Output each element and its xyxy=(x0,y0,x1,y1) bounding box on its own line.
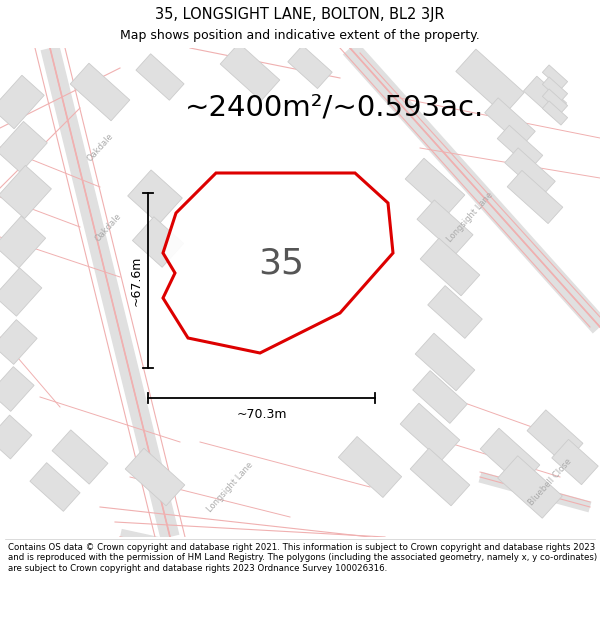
Polygon shape xyxy=(0,121,47,172)
Text: 35, LONGSIGHT LANE, BOLTON, BL2 3JR: 35, LONGSIGHT LANE, BOLTON, BL2 3JR xyxy=(155,8,445,22)
Polygon shape xyxy=(420,238,480,296)
Polygon shape xyxy=(30,462,80,511)
Polygon shape xyxy=(133,217,184,268)
Polygon shape xyxy=(70,63,130,121)
Polygon shape xyxy=(0,75,44,129)
Text: 35: 35 xyxy=(258,246,304,280)
Polygon shape xyxy=(136,54,184,100)
Polygon shape xyxy=(0,268,42,316)
Polygon shape xyxy=(0,166,52,219)
Polygon shape xyxy=(0,415,32,459)
Text: Longsight Lane: Longsight Lane xyxy=(205,460,255,514)
Text: Map shows position and indicative extent of the property.: Map shows position and indicative extent… xyxy=(120,29,480,41)
Polygon shape xyxy=(415,333,475,391)
Polygon shape xyxy=(542,65,568,89)
Polygon shape xyxy=(0,319,37,364)
Polygon shape xyxy=(413,371,467,423)
Polygon shape xyxy=(497,125,543,169)
Polygon shape xyxy=(507,171,563,224)
Text: Contains OS data © Crown copyright and database right 2021. This information is : Contains OS data © Crown copyright and d… xyxy=(8,543,597,572)
Polygon shape xyxy=(542,89,568,113)
Polygon shape xyxy=(552,439,598,484)
Polygon shape xyxy=(417,200,473,254)
Text: Oakdale: Oakdale xyxy=(85,131,115,163)
Polygon shape xyxy=(288,46,332,89)
Polygon shape xyxy=(52,430,108,484)
Polygon shape xyxy=(128,170,182,224)
Text: ~2400m²/~0.593ac.: ~2400m²/~0.593ac. xyxy=(185,94,484,122)
Polygon shape xyxy=(410,448,470,506)
Polygon shape xyxy=(527,410,583,464)
Text: ~70.3m: ~70.3m xyxy=(236,408,287,421)
Polygon shape xyxy=(400,403,460,461)
Polygon shape xyxy=(497,456,562,518)
Polygon shape xyxy=(542,101,568,125)
Polygon shape xyxy=(0,216,46,268)
Polygon shape xyxy=(338,436,401,498)
Polygon shape xyxy=(428,286,482,338)
Polygon shape xyxy=(125,448,185,506)
Polygon shape xyxy=(505,148,555,196)
Text: Longsight Lane: Longsight Lane xyxy=(445,190,495,244)
Polygon shape xyxy=(523,76,566,118)
Polygon shape xyxy=(485,98,535,146)
Text: Bluebell Close: Bluebell Close xyxy=(527,457,574,508)
Polygon shape xyxy=(542,77,568,101)
Polygon shape xyxy=(0,367,34,411)
Text: Oakdale: Oakdale xyxy=(93,211,123,243)
Polygon shape xyxy=(220,43,280,101)
Polygon shape xyxy=(163,173,393,353)
Polygon shape xyxy=(405,158,465,216)
Polygon shape xyxy=(456,49,524,115)
Polygon shape xyxy=(480,428,540,486)
Text: ~67.6m: ~67.6m xyxy=(130,255,143,306)
